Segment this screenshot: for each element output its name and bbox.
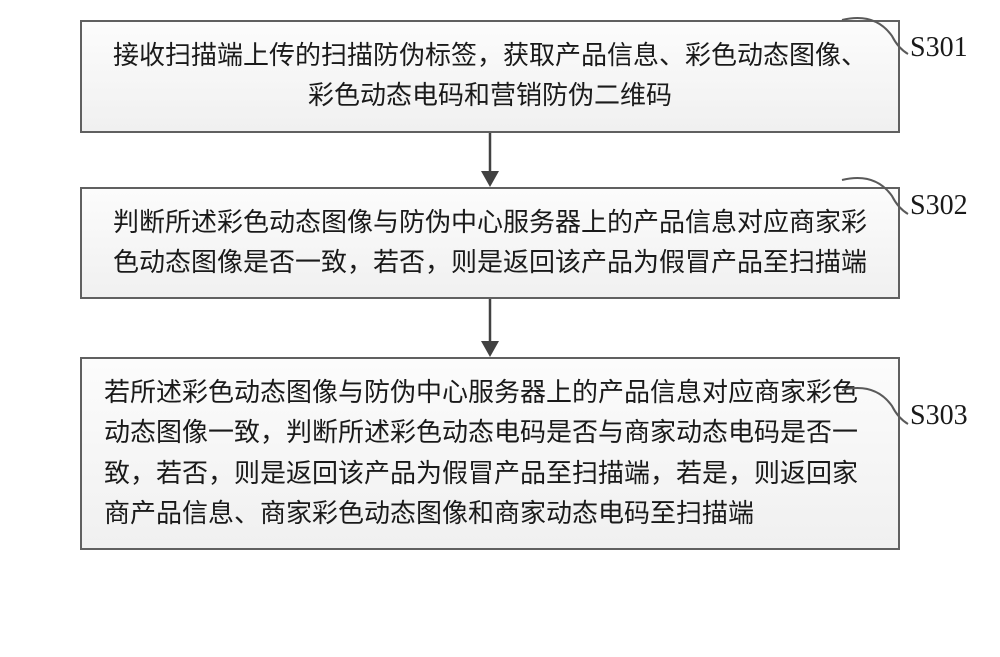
node-label-s303: S303 [910,400,968,432]
flowchart-container: 接收扫描端上传的扫描防伪标签，获取产品信息、彩色动态图像、彩色动态电码和营销防伪… [0,0,1000,657]
node-label-s302: S302 [910,190,968,222]
flowchart-edge-2 [80,299,900,357]
flowchart-node-s301: 接收扫描端上传的扫描防伪标签，获取产品信息、彩色动态图像、彩色动态电码和营销防伪… [80,20,900,133]
flowchart-node-s302: 判断所述彩色动态图像与防伪中心服务器上的产品信息对应商家彩色动态图像是否一致，若… [80,187,900,300]
flowchart-node-s303: 若所述彩色动态图像与防伪中心服务器上的产品信息对应商家彩色动态图像一致，判断所述… [80,357,900,550]
flowchart-edge-1 [80,133,900,187]
node-text: 若所述彩色动态图像与防伪中心服务器上的产品信息对应商家彩色动态图像一致，判断所述… [104,373,876,534]
node-text: 判断所述彩色动态图像与防伪中心服务器上的产品信息对应商家彩色动态图像是否一致，若… [104,203,876,284]
node-label-s301: S301 [910,32,968,64]
node-text: 接收扫描端上传的扫描防伪标签，获取产品信息、彩色动态图像、彩色动态电码和营销防伪… [104,36,876,117]
